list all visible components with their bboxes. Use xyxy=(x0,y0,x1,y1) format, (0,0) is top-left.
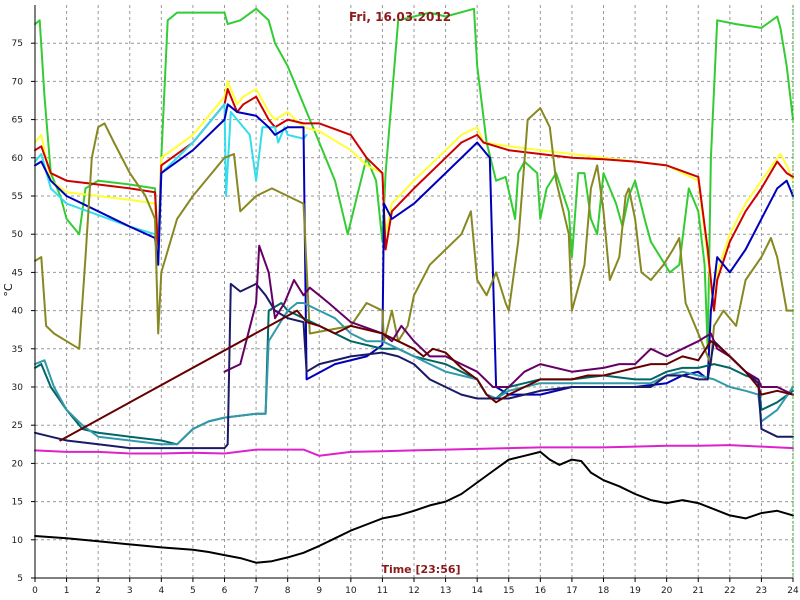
x-tick-label: 11 xyxy=(377,586,388,596)
series-line-9 xyxy=(34,282,794,450)
y-tick-label: 50 xyxy=(12,230,24,240)
x-axis-label: Time [23:56] xyxy=(381,563,460,576)
x-tick-label: 0 xyxy=(32,586,38,596)
x-tick-label: 20 xyxy=(661,586,673,596)
x-tick-label: 5 xyxy=(190,586,196,596)
series-line-13 xyxy=(34,450,794,564)
series-line-8 xyxy=(34,302,794,446)
series-layer xyxy=(34,7,794,564)
y-tick-label: 70 xyxy=(12,77,24,87)
series-line-1 xyxy=(34,7,794,350)
x-tick-label: 6 xyxy=(222,586,228,596)
y-tick-label: 45 xyxy=(12,268,23,278)
x-tick-label: 4 xyxy=(158,586,164,596)
x-tick-label: 10 xyxy=(345,586,357,596)
x-tick-label: 18 xyxy=(598,586,610,596)
y-tick-label: 15 xyxy=(12,498,23,508)
y-tick-label: 35 xyxy=(12,345,23,355)
x-tick-label: 16 xyxy=(535,586,547,596)
x-tick-labels: 0 1 2 3 4 5 6 7 8 9 10 11 12 13 14 15 16 17 18 19 20 21 22 23 24 xyxy=(32,578,799,596)
y-tick-label: 30 xyxy=(12,383,24,393)
x-tick-label: 3 xyxy=(127,586,133,596)
y-tick-label: 55 xyxy=(12,192,23,202)
x-tick-label: 14 xyxy=(471,586,483,596)
x-tick-label: 9 xyxy=(316,586,322,596)
x-tick-label: 2 xyxy=(95,586,101,596)
x-tick-label: 22 xyxy=(724,586,735,596)
x-tick-label: 17 xyxy=(566,586,577,596)
series-line-11 xyxy=(59,309,794,442)
x-tick-label: 8 xyxy=(285,586,291,596)
series-line-12 xyxy=(34,444,794,457)
series-line-10 xyxy=(223,244,794,396)
y-axis-label: °C xyxy=(2,283,15,297)
y-tick-label: 65 xyxy=(12,116,23,126)
chart-title: Fri, 16.03.2012 xyxy=(349,10,451,24)
y-tick-label: 75 xyxy=(12,39,23,49)
x-tick-label: 24 xyxy=(787,586,799,596)
x-tick-label: 23 xyxy=(756,586,767,596)
y-tick-label: 25 xyxy=(12,421,23,431)
x-tick-label: 7 xyxy=(253,586,259,596)
y-tick-labels: 5 10 15 20 25 30 35 40 45 50 55 60 65 70 75 xyxy=(12,39,35,584)
x-tick-label: 13 xyxy=(440,586,451,596)
y-tick-label: 40 xyxy=(12,307,24,317)
y-tick-label: 5 xyxy=(17,574,23,584)
x-tick-label: 19 xyxy=(629,586,641,596)
series-line-4 xyxy=(34,103,308,266)
series-line-6 xyxy=(34,107,794,366)
x-tick-label: 1 xyxy=(64,586,70,596)
x-tick-label: 12 xyxy=(408,586,419,596)
x-tick-label: 21 xyxy=(693,586,704,596)
y-tick-label: 60 xyxy=(12,154,24,164)
series-line-7 xyxy=(34,302,794,446)
y-tick-label: 10 xyxy=(12,536,24,546)
x-tick-label: 15 xyxy=(503,586,514,596)
y-tick-label: 20 xyxy=(12,459,24,469)
